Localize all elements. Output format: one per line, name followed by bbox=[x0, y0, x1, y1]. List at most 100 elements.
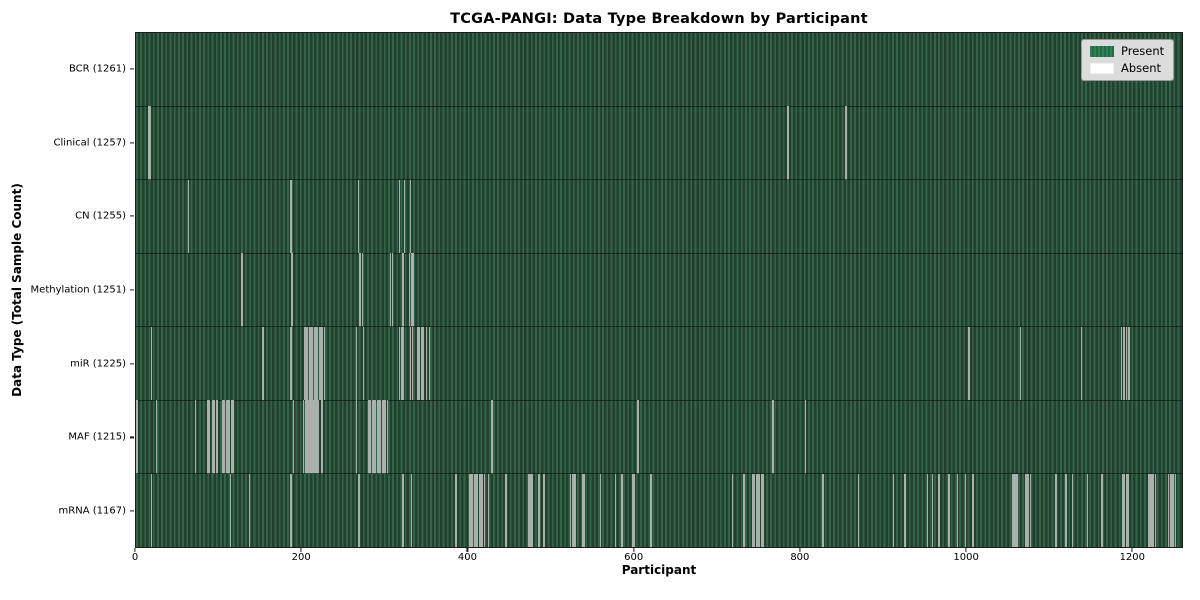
data-type-row-clinical bbox=[136, 106, 1182, 180]
absent-mark bbox=[574, 473, 577, 547]
absent-mark bbox=[1120, 326, 1123, 401]
absent-mark bbox=[731, 473, 734, 547]
x-tick-label: 0 bbox=[131, 552, 139, 563]
absent-mark bbox=[207, 400, 209, 474]
absent-mark bbox=[475, 473, 477, 547]
y-tick-mark bbox=[130, 215, 134, 217]
absent-mark bbox=[136, 400, 138, 474]
absent-mark bbox=[1025, 473, 1027, 547]
absent-mark bbox=[572, 473, 574, 547]
absent-mark bbox=[312, 400, 315, 474]
absent-mark bbox=[309, 400, 311, 474]
absent-mark bbox=[409, 326, 412, 401]
row-separator bbox=[136, 105, 1182, 107]
absent-mark bbox=[376, 400, 379, 474]
absent-mark bbox=[230, 400, 233, 474]
absent-mark bbox=[752, 473, 754, 547]
absent-mark bbox=[222, 400, 224, 474]
absent-mark bbox=[531, 473, 534, 547]
absent-mark bbox=[1149, 473, 1152, 547]
absent-mark bbox=[373, 400, 375, 474]
absent-mark bbox=[149, 106, 151, 180]
absent-mark bbox=[505, 473, 507, 547]
absent-mark bbox=[383, 400, 385, 474]
absent-mark bbox=[410, 253, 413, 327]
absent-mark bbox=[307, 326, 309, 401]
absent-mark bbox=[292, 400, 295, 474]
absent-mark bbox=[968, 326, 970, 401]
absent-mark bbox=[248, 473, 251, 547]
x-tick-label: 1200 bbox=[1119, 552, 1146, 563]
absent-mark bbox=[307, 400, 310, 474]
x-tick-mark bbox=[134, 548, 136, 552]
absent-mark bbox=[378, 400, 380, 474]
absent-mark bbox=[241, 253, 243, 327]
absent-mark bbox=[1125, 473, 1128, 547]
absent-mark bbox=[478, 473, 481, 547]
y-tick-label: Methylation (1251) bbox=[30, 284, 126, 296]
absent-mark bbox=[633, 473, 636, 547]
absent-mark bbox=[357, 179, 359, 254]
absent-mark bbox=[772, 400, 774, 474]
absent-mark bbox=[480, 473, 482, 547]
absent-mark bbox=[1154, 473, 1157, 547]
absent-mark bbox=[409, 179, 412, 254]
absent-mark bbox=[215, 400, 218, 474]
absent-mark bbox=[380, 400, 382, 474]
absent-mark bbox=[474, 473, 476, 547]
absent-mark bbox=[1169, 473, 1172, 547]
absent-mark bbox=[384, 400, 387, 474]
data-type-row-methylation bbox=[136, 253, 1182, 327]
row-separator bbox=[136, 252, 1182, 254]
absent-mark bbox=[614, 473, 617, 547]
absent-mark bbox=[787, 106, 789, 180]
absent-mark bbox=[1012, 473, 1014, 547]
absent-mark bbox=[538, 473, 540, 547]
absent-mark bbox=[229, 473, 232, 547]
row-separator bbox=[136, 473, 1182, 475]
absent-mark bbox=[290, 473, 292, 547]
absent-mark bbox=[361, 253, 364, 327]
absent-mark bbox=[362, 326, 364, 401]
x-tick-label: 1000 bbox=[953, 552, 979, 563]
absent-mark bbox=[1153, 473, 1155, 547]
y-tick-mark bbox=[130, 363, 134, 365]
absent-mark bbox=[455, 473, 457, 547]
y-tick-label: miR (1225) bbox=[70, 358, 126, 370]
absent-mark bbox=[359, 253, 361, 327]
x-tick-mark bbox=[633, 548, 635, 552]
absent-mark bbox=[621, 473, 623, 547]
absent-mark bbox=[491, 400, 493, 474]
absent-mark bbox=[822, 473, 824, 547]
absent-mark bbox=[358, 473, 360, 547]
y-tick-mark bbox=[130, 141, 134, 144]
absent-mark bbox=[762, 473, 764, 547]
x-tick-mark bbox=[965, 548, 967, 552]
absent-mark bbox=[308, 326, 311, 401]
absent-mark bbox=[399, 326, 401, 401]
y-tick-label: mRNA (1167) bbox=[58, 505, 126, 517]
absent-mark bbox=[637, 400, 639, 474]
absent-mark bbox=[304, 400, 306, 474]
absent-mark bbox=[1123, 473, 1125, 547]
absent-mark bbox=[650, 473, 652, 547]
absent-mark bbox=[1125, 326, 1128, 401]
absent-mark bbox=[381, 400, 384, 474]
absent-mark bbox=[1148, 473, 1150, 547]
absent-mark bbox=[1171, 473, 1173, 547]
absent-mark bbox=[926, 473, 929, 547]
absent-mark bbox=[804, 400, 807, 474]
absent-mark bbox=[313, 326, 316, 401]
absent-mark bbox=[225, 400, 228, 474]
chart-title: TCGA-PANGI: Data Type Breakdown by Parti… bbox=[450, 11, 868, 27]
absent-mark bbox=[904, 473, 906, 547]
legend-swatch-present bbox=[1090, 46, 1114, 58]
absent-mark bbox=[375, 400, 377, 474]
absent-mark bbox=[262, 326, 264, 401]
absent-mark bbox=[412, 253, 414, 327]
x-tick-mark bbox=[300, 548, 302, 552]
absent-mark bbox=[584, 473, 586, 547]
absent-mark bbox=[402, 326, 404, 401]
absent-mark bbox=[303, 326, 306, 401]
absent-mark bbox=[1174, 473, 1177, 547]
